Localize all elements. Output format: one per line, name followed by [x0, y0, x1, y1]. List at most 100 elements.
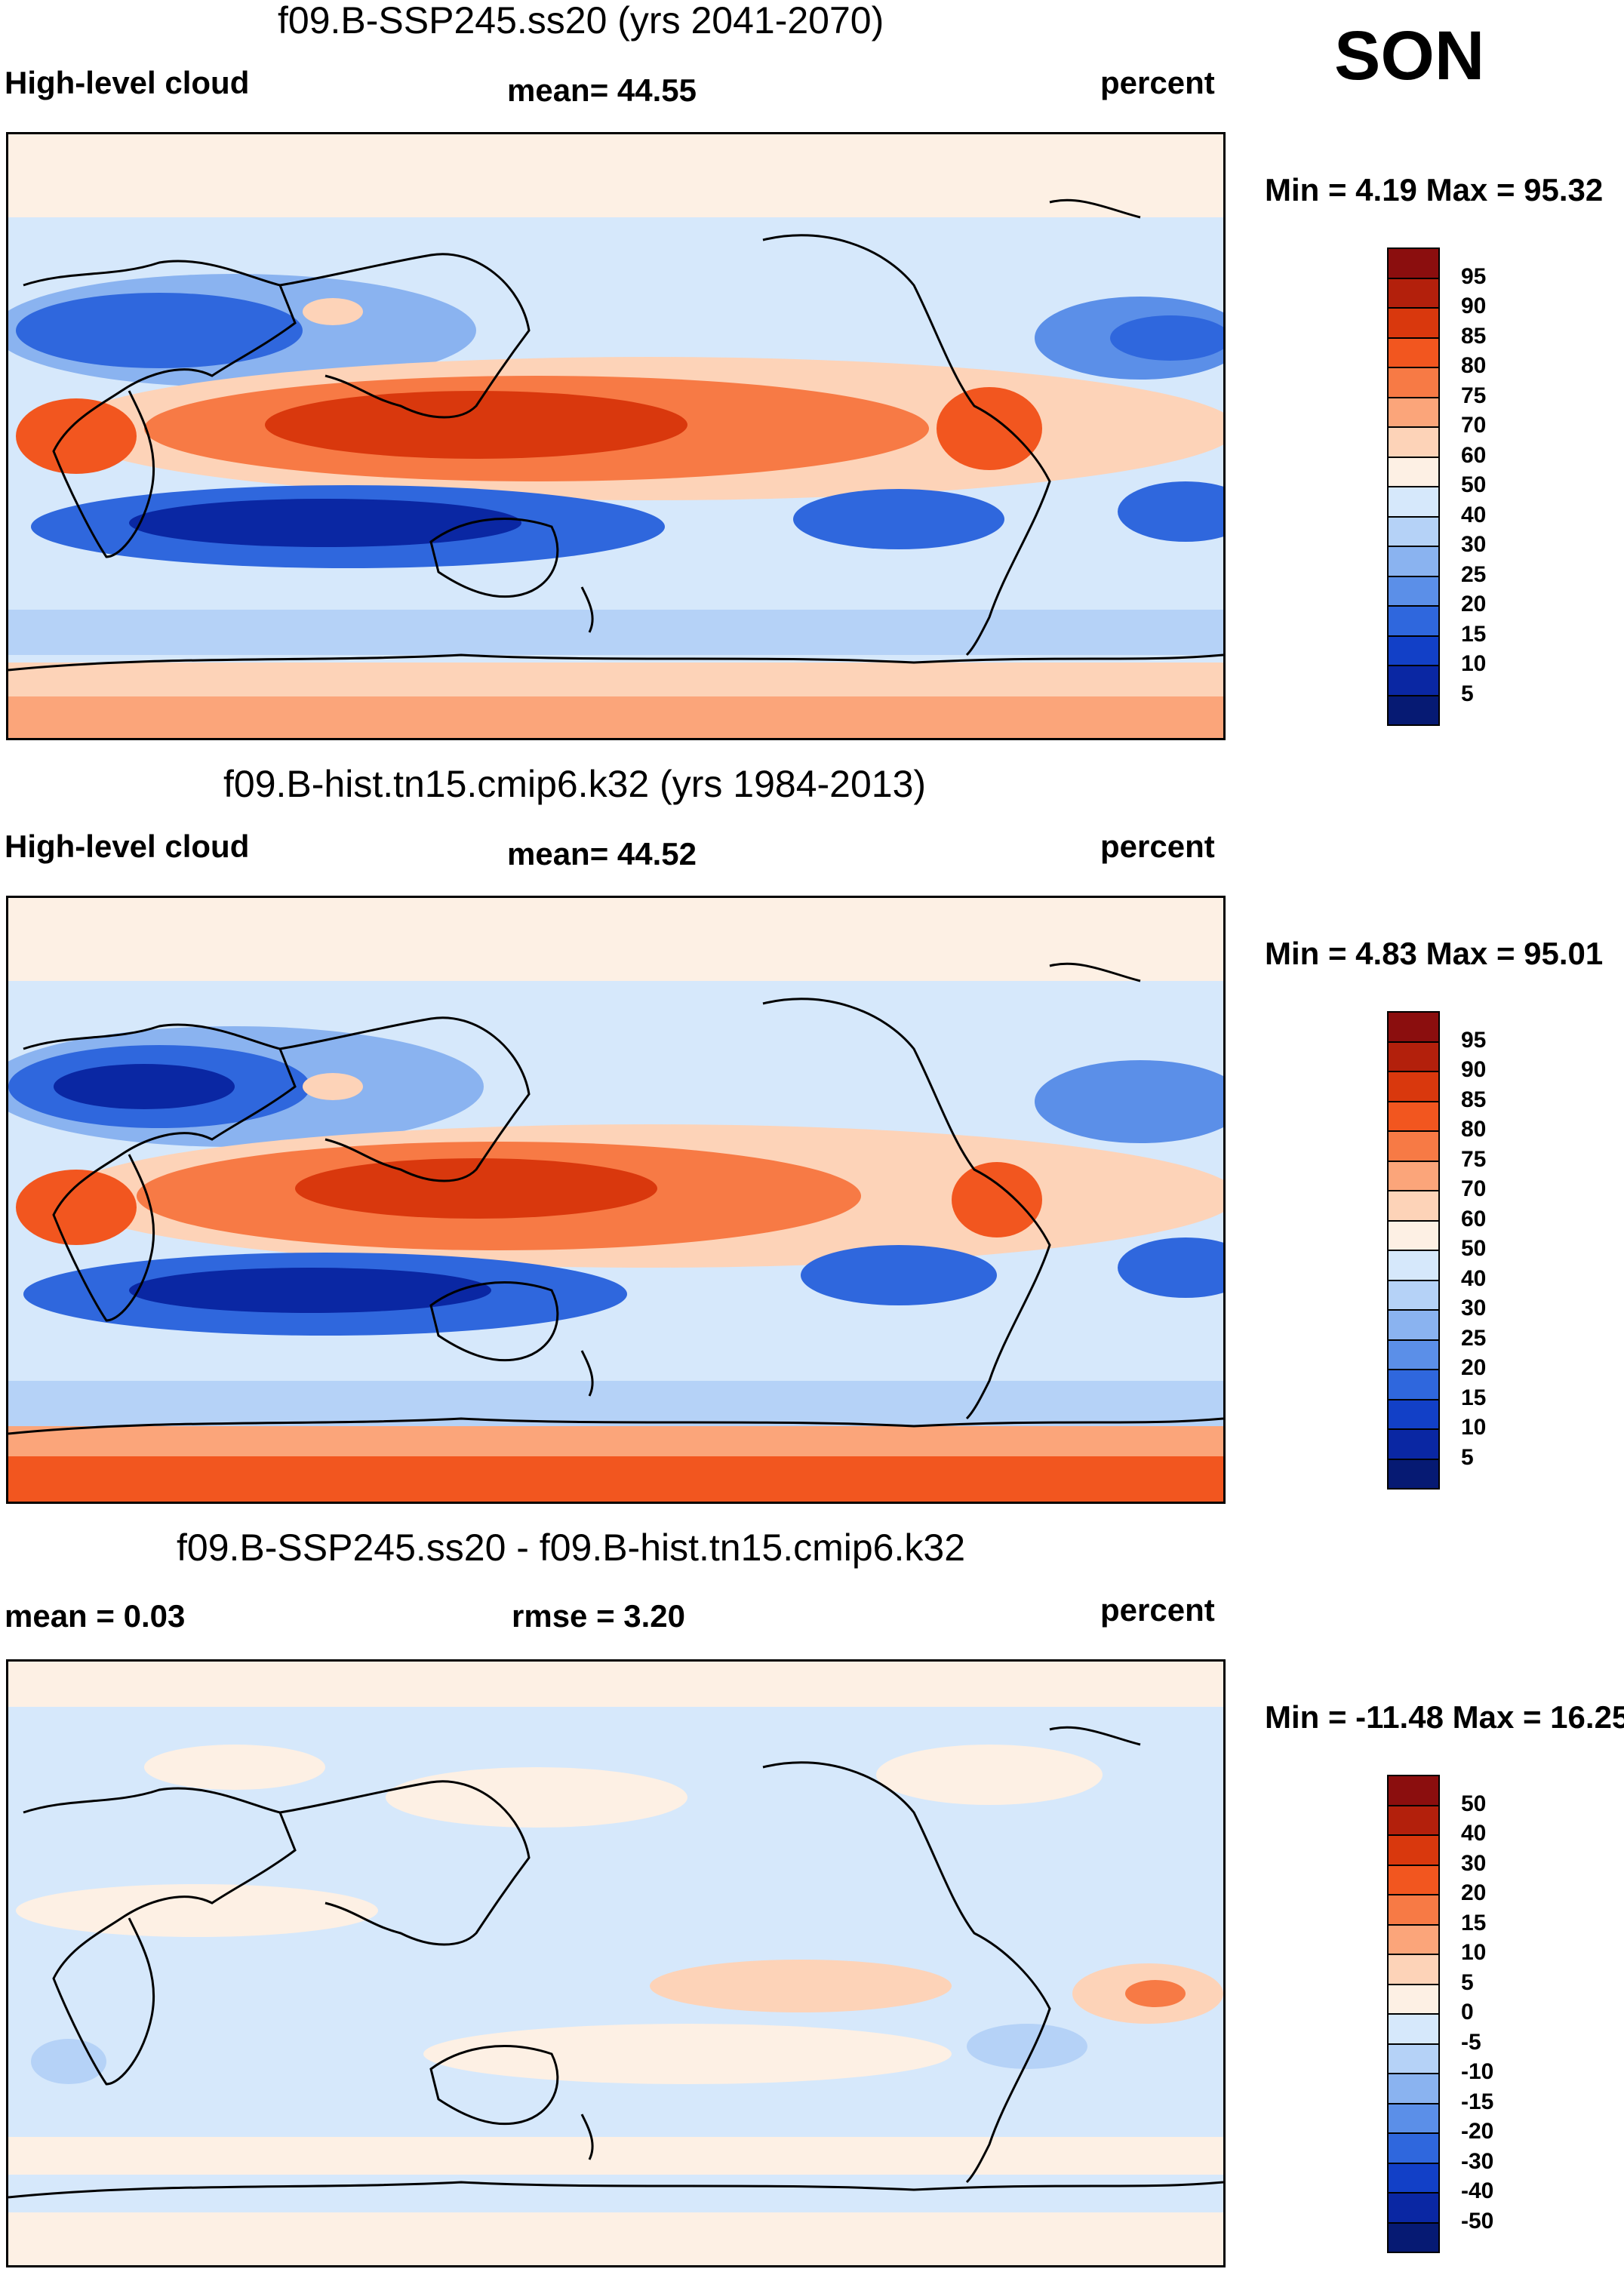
colorbar-label: 10: [1461, 651, 1487, 676]
colorbar-swatch: [1387, 1369, 1440, 1400]
panel-3-mean-label: mean = 0.03: [5, 1598, 186, 1634]
colorbar-swatch: [1387, 486, 1440, 518]
colorbar-swatch: [1387, 1190, 1440, 1222]
colorbar-swatch: [1387, 2013, 1440, 2045]
panel-3-title: f09.B-SSP245.ss20 - f09.B-hist.tn15.cmip…: [177, 1526, 965, 1569]
colorbar-label: -20: [1461, 2119, 1494, 2144]
colorbar-label: -5: [1461, 2029, 1481, 2055]
colorbar-swatch: [1387, 247, 1440, 279]
colorbar-label: -50: [1461, 2208, 1494, 2234]
colorbar-swatch: [1387, 456, 1440, 487]
colorbar-label: -30: [1461, 2148, 1494, 2174]
colorbar-label: 95: [1461, 1027, 1487, 1053]
colorbar-swatch: [1387, 1279, 1440, 1311]
colorbar-swatch: [1387, 1071, 1440, 1102]
colorbar-swatch: [1387, 337, 1440, 368]
colorbar-swatch: [1387, 1775, 1440, 1806]
colorbar-swatch: [1387, 307, 1440, 339]
colorbar-label: 5: [1461, 1444, 1474, 1470]
colorbar-label: 95: [1461, 263, 1487, 289]
colorbar-label: -10: [1461, 2059, 1494, 2084]
panel-1-variable-label: High-level cloud: [5, 65, 250, 100]
colorbar-label: -15: [1461, 2089, 1494, 2114]
colorbar-label: 50: [1461, 1791, 1487, 1816]
colorbar-swatch: [1387, 575, 1440, 607]
colorbar-swatch: [1387, 1130, 1440, 1162]
colorbar-label: 30: [1461, 1850, 1487, 1876]
colorbar-label: 20: [1461, 592, 1487, 616]
colorbar-swatch: [1387, 605, 1440, 637]
colorbar-label: 10: [1461, 1940, 1487, 1965]
colorbar-label: 40: [1461, 502, 1487, 527]
panel-3-minmax: Min = -11.48 Max = 16.25: [1265, 1699, 1624, 1735]
panel-2-minmax: Min = 4.83 Max = 95.01: [1265, 936, 1604, 971]
colorbar-swatch: [1387, 1041, 1440, 1072]
colorbar-swatch: [1387, 665, 1440, 696]
colorbar-swatch: [1387, 396, 1440, 428]
colorbar-label: 15: [1461, 621, 1487, 647]
colorbar-swatch: [1387, 694, 1440, 726]
colorbar-label: 70: [1461, 1176, 1487, 1201]
panel-2-variable-label: High-level cloud: [5, 829, 250, 864]
season-label: SON: [1334, 17, 1485, 94]
colorbar-label: 15: [1461, 1910, 1487, 1935]
colorbar-swatch: [1387, 2132, 1440, 2164]
colorbar-swatch: [1387, 1100, 1440, 1132]
colorbar-label: 60: [1461, 442, 1487, 468]
colorbar-swatch: [1387, 1834, 1440, 1866]
colorbar-swatch: [1387, 2102, 1440, 2134]
colorbar-label: 80: [1461, 353, 1487, 378]
colorbar-swatch: [1387, 2073, 1440, 2104]
colorbar-swatch: [1387, 1983, 1440, 2015]
colorbar-swatch: [1387, 426, 1440, 458]
colorbar-swatch: [1387, 635, 1440, 666]
panel-2-title: f09.B-hist.tn15.cmip6.k32 (yrs 1984-2013…: [223, 763, 927, 805]
panel-2-mean-label: mean= 44.52: [507, 836, 697, 872]
panel-1-minmax: Min = 4.19 Max = 95.32: [1265, 172, 1604, 208]
colorbar-swatch: [1387, 1011, 1440, 1043]
colorbar-swatch: [1387, 277, 1440, 309]
colorbar-label: 15: [1461, 1385, 1487, 1410]
colorbar-label: -40: [1461, 2178, 1494, 2203]
colorbar-label: 85: [1461, 1087, 1487, 1112]
colorbar-swatch: [1387, 2162, 1440, 2194]
colorbar-swatch: [1387, 1428, 1440, 1460]
colorbar-swatch: [1387, 1894, 1440, 1926]
colorbar-swatch: [1387, 2221, 1440, 2253]
panel-3-rmse-label: rmse = 3.20: [512, 1598, 686, 1634]
colorbar-label: 40: [1461, 1265, 1487, 1291]
colorbar-swatch: [1387, 1458, 1440, 1490]
colorbar-label: 30: [1461, 1296, 1487, 1320]
colorbar-label: 25: [1461, 1325, 1487, 1351]
panel-1-map: [6, 132, 1226, 740]
colorbar-label: 75: [1461, 1146, 1487, 1172]
colorbar-swatch: [1387, 1804, 1440, 1836]
colorbar-label: 90: [1461, 1057, 1487, 1082]
colorbar-swatch: [1387, 1923, 1440, 1955]
colorbar-label: 0: [1461, 2000, 1474, 2025]
panel-1-units-label: percent: [1100, 65, 1215, 100]
colorbar-swatch: [1387, 2192, 1440, 2224]
colorbar-swatch: [1387, 515, 1440, 547]
colorbar-swatch: [1387, 1250, 1440, 1281]
colorbar-label: 60: [1461, 1206, 1487, 1231]
colorbar-swatch: [1387, 1309, 1440, 1341]
panel-2-units-label: percent: [1100, 829, 1215, 864]
panel-1-mean-label: mean= 44.55: [507, 72, 697, 108]
colorbar-swatch: [1387, 1219, 1440, 1251]
colorbar-label: 70: [1461, 413, 1487, 438]
panel-3-map: [6, 1659, 1226, 2267]
colorbar-swatch: [1387, 1864, 1440, 1895]
colorbar-label: 50: [1461, 472, 1487, 497]
colorbar-label: 20: [1461, 1355, 1487, 1380]
panel-2-map: [6, 896, 1226, 1504]
colorbar-label: 20: [1461, 1880, 1487, 1905]
colorbar-label: 30: [1461, 532, 1487, 557]
colorbar-swatch: [1387, 1954, 1440, 1985]
colorbar-label: 5: [1461, 1969, 1474, 1995]
colorbar-swatch: [1387, 1160, 1440, 1191]
colorbar-label: 75: [1461, 383, 1487, 408]
colorbar-label: 85: [1461, 323, 1487, 349]
colorbar-label: 90: [1461, 294, 1487, 318]
colorbar-label: 50: [1461, 1236, 1487, 1261]
